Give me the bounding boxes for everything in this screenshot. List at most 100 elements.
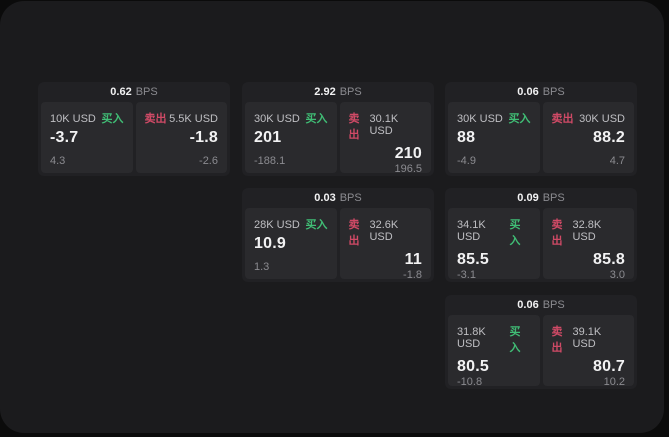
buy-amount: 28K USD	[254, 219, 300, 231]
buy-top-row: 34.1K USD 买入	[457, 216, 531, 248]
sell-top-row: 卖出 39.1K USD	[552, 323, 626, 355]
card-header: 0.62 BPS	[38, 82, 230, 102]
bps-value: 0.06	[517, 299, 539, 311]
sell-delta: -2.6	[199, 155, 218, 167]
quote-card: 0.06 BPS 30K USD 买入 88 -4.9 卖出 30K USD 8…	[445, 82, 637, 176]
buy-delta: -3.1	[457, 269, 476, 281]
sell-side-label: 卖出	[144, 113, 167, 125]
sell-delta: 3.0	[609, 269, 625, 281]
sell-amount: 30K USD	[579, 113, 625, 125]
sell-delta: 196.5	[394, 163, 422, 175]
buy-delta: 4.3	[50, 155, 66, 167]
bps-unit-label: BPS	[339, 192, 362, 204]
buy-delta: -188.1	[254, 155, 286, 167]
bps-unit-label: BPS	[542, 192, 565, 204]
bps-unit-label: BPS	[542, 299, 565, 311]
buy-top-row: 31.8K USD 买入	[457, 323, 531, 355]
sell-quote-panel[interactable]: 卖出 39.1K USD 80.7 10.2	[542, 315, 634, 388]
buy-price: 10.9	[254, 235, 286, 252]
bps-value: 0.09	[517, 192, 539, 204]
buy-amount: 31.8K USD	[457, 326, 486, 350]
buy-top-row: 28K USD 买入	[254, 216, 328, 232]
sell-amount: 32.6K USD	[369, 219, 399, 243]
sell-top-row: 卖出 32.6K USD	[349, 216, 423, 248]
sell-side-label: 卖出	[551, 219, 563, 247]
bps-value: 0.62	[110, 86, 132, 98]
bps-value: 2.92	[314, 86, 336, 98]
bps-unit-label: BPS	[542, 86, 565, 98]
sell-price: 85.8	[593, 251, 625, 268]
sell-delta: -1.8	[403, 269, 422, 281]
sell-amount: 5.5K USD	[169, 113, 218, 125]
card-body: 10K USD 买入 -3.7 4.3 卖出 5.5K USD -1.8 -2.…	[38, 102, 230, 176]
bps-value: 0.06	[517, 86, 539, 98]
sell-delta: 10.2	[603, 376, 625, 388]
buy-price: 88	[457, 129, 476, 146]
bps-value: 0.03	[314, 192, 336, 204]
sell-amount: 30.1K USD	[369, 113, 399, 137]
sell-amount: 39.1K USD	[572, 326, 602, 350]
card-header: 0.03 BPS	[242, 188, 434, 208]
buy-quote-panel[interactable]: 28K USD 买入 10.9 1.3	[245, 208, 337, 279]
sell-amount: 32.8K USD	[572, 219, 602, 243]
buy-side-label: 买入	[509, 326, 521, 354]
card-body: 30K USD 买入 88 -4.9 卖出 30K USD 88.2 4.7	[445, 102, 637, 176]
quote-card: 0.06 BPS 31.8K USD 买入 80.5 -10.8 卖出 39.1…	[445, 295, 637, 389]
buy-delta: -4.9	[457, 155, 476, 167]
buy-side-label: 买入	[305, 113, 328, 125]
quote-card: 0.62 BPS 10K USD 买入 -3.7 4.3 卖出 5.5K USD…	[38, 82, 230, 176]
buy-quote-panel[interactable]: 31.8K USD 买入 80.5 -10.8	[448, 315, 540, 388]
buy-side-label: 买入	[101, 113, 124, 125]
card-body: 34.1K USD 买入 85.5 -3.1 卖出 32.8K USD 85.8…	[445, 208, 637, 282]
sell-quote-panel[interactable]: 卖出 32.6K USD 11 -1.8	[339, 208, 431, 281]
sell-side-label: 卖出	[348, 113, 360, 141]
buy-price: 80.5	[457, 358, 489, 375]
buy-price: 85.5	[457, 251, 489, 268]
buy-price: -3.7	[50, 129, 79, 146]
sell-price: 80.7	[593, 358, 625, 375]
buy-quote-panel[interactable]: 30K USD 买入 201 -188.1	[245, 102, 337, 173]
sell-top-row: 卖出 32.8K USD	[552, 216, 626, 248]
sell-price: 11	[404, 251, 422, 268]
card-body: 28K USD 买入 10.9 1.3 卖出 32.6K USD 11 -1.8	[242, 208, 434, 282]
buy-quote-panel[interactable]: 34.1K USD 买入 85.5 -3.1	[448, 208, 540, 281]
card-body: 31.8K USD 买入 80.5 -10.8 卖出 39.1K USD 80.…	[445, 315, 637, 389]
sell-side-label: 卖出	[348, 219, 360, 247]
buy-top-row: 30K USD 买入	[254, 110, 328, 126]
buy-quote-panel[interactable]: 10K USD 买入 -3.7 4.3	[41, 102, 133, 173]
buy-side-label: 买入	[305, 219, 328, 231]
card-header: 0.06 BPS	[445, 295, 637, 315]
buy-top-row: 10K USD 买入	[50, 110, 124, 126]
sell-top-row: 卖出 30.1K USD	[349, 110, 423, 142]
sell-top-row: 卖出 5.5K USD	[145, 110, 219, 126]
sell-delta: 4.7	[609, 155, 625, 167]
quote-card: 0.03 BPS 28K USD 买入 10.9 1.3 卖出 32.6K US…	[242, 188, 434, 282]
sell-price: -1.8	[189, 129, 218, 146]
sell-quote-panel[interactable]: 卖出 30K USD 88.2 4.7	[542, 102, 634, 173]
sell-price: 210	[394, 145, 422, 162]
card-body: 30K USD 买入 201 -188.1 卖出 30.1K USD 210 1…	[242, 102, 434, 176]
bps-unit-label: BPS	[135, 86, 158, 98]
card-header: 0.06 BPS	[445, 82, 637, 102]
quote-card: 0.09 BPS 34.1K USD 买入 85.5 -3.1 卖出 32.8K…	[445, 188, 637, 282]
buy-quote-panel[interactable]: 30K USD 买入 88 -4.9	[448, 102, 540, 173]
sell-top-row: 卖出 30K USD	[552, 110, 626, 126]
card-header: 2.92 BPS	[242, 82, 434, 102]
buy-amount: 34.1K USD	[457, 219, 486, 243]
buy-delta: -10.8	[457, 376, 483, 388]
card-header: 0.09 BPS	[445, 188, 637, 208]
buy-amount: 10K USD	[50, 113, 96, 125]
buy-amount: 30K USD	[254, 113, 300, 125]
buy-side-label: 买入	[508, 113, 531, 125]
sell-quote-panel[interactable]: 卖出 5.5K USD -1.8 -2.6	[135, 102, 227, 173]
sell-quote-panel[interactable]: 卖出 32.8K USD 85.8 3.0	[542, 208, 634, 281]
sell-quote-panel[interactable]: 卖出 30.1K USD 210 196.5	[339, 102, 431, 175]
sell-side-label: 卖出	[551, 326, 563, 354]
buy-price: 201	[254, 129, 282, 146]
sell-price: 88.2	[593, 129, 625, 146]
sell-side-label: 卖出	[551, 113, 574, 125]
buy-top-row: 30K USD 买入	[457, 110, 531, 126]
buy-delta: 1.3	[254, 261, 270, 273]
quote-card: 2.92 BPS 30K USD 买入 201 -188.1 卖出 30.1K …	[242, 82, 434, 176]
